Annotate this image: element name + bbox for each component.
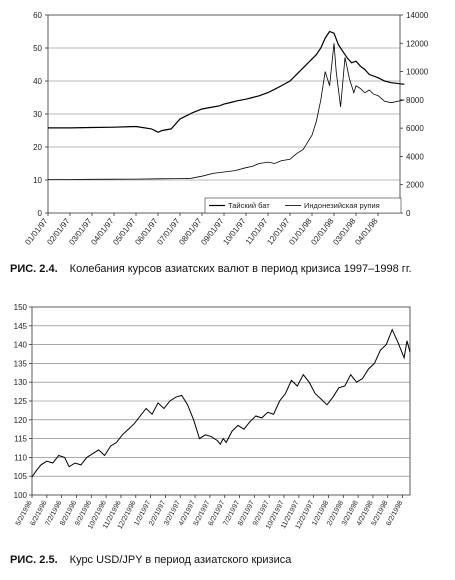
legend-box xyxy=(204,197,402,214)
y-tick-label: 115 xyxy=(14,435,27,444)
series-line-rupiah xyxy=(47,43,405,181)
grid-lines xyxy=(48,47,400,181)
series-group xyxy=(47,30,405,181)
y-right-tick-label: 2000 xyxy=(406,181,424,190)
series-line-usdjpy xyxy=(31,328,411,478)
y-right-tick-label: 12000 xyxy=(406,39,429,48)
legend: Тайский бат Индонезийская рупия xyxy=(204,197,402,214)
x-axis-ticks: 01/01/9702/01/9703/01/9704/01/9705/01/97… xyxy=(23,213,380,247)
figure-caption-text-1: Колебания курсов азиатских валют в перио… xyxy=(69,263,412,275)
y-left-tick-label: 20 xyxy=(33,143,42,152)
y-tick-label: 120 xyxy=(14,416,28,425)
y-right-tick-label: 4000 xyxy=(406,152,424,161)
legend-label-rupiah: Индонезийская рупия xyxy=(304,201,380,210)
y-tick-label: 140 xyxy=(14,341,28,350)
y-left-tick-label: 10 xyxy=(33,176,42,185)
figure-caption-text-2: Курс USD/JPY в период азиатского кризиса xyxy=(69,554,292,566)
chart-asian-currencies: 0 10 20 30 40 50 60 0 2000 4000 6000 8000 10000 1200… xyxy=(23,11,429,247)
legend-label-baht: Тайский бат xyxy=(228,201,270,210)
y-right-tick-label: 10000 xyxy=(406,68,429,77)
y-tick-label: 150 xyxy=(14,303,28,312)
y-tick-label: 145 xyxy=(14,322,28,331)
left-axis-ticks: 0 10 20 30 40 50 60 xyxy=(33,11,48,218)
y-axis-ticks: 100 105 110 115 120 125 130 135 140 145 150 xyxy=(14,303,32,500)
y-right-tick-label: 0 xyxy=(406,209,411,218)
y-left-tick-label: 60 xyxy=(33,11,42,20)
figure-caption-1: РИС. 2.4. Колебания курсов азиатских валю… xyxy=(10,263,412,275)
y-right-tick-label: 14000 xyxy=(406,11,429,20)
chart-usd-jpy: 100 105 110 115 120 125 130 135 140 145 150 5/2/19… xyxy=(14,303,411,530)
y-left-tick-label: 50 xyxy=(33,44,42,53)
y-tick-label: 135 xyxy=(14,359,28,368)
y-right-tick-label: 6000 xyxy=(406,124,424,133)
y-tick-label: 110 xyxy=(14,453,27,462)
figure-number-1: РИС. 2.4. xyxy=(10,263,58,275)
series-group xyxy=(31,328,411,478)
x-axis-ticks: 5/2/19966/2/19967/2/19968/2/19969/2/1996… xyxy=(15,495,404,530)
y-left-tick-label: 0 xyxy=(38,209,43,218)
grid-lines xyxy=(32,325,410,477)
y-tick-label: 100 xyxy=(14,491,28,500)
y-left-tick-label: 40 xyxy=(33,77,42,86)
y-tick-label: 130 xyxy=(14,378,28,387)
x-tick-label: 04/01/98 xyxy=(353,216,380,247)
figure-number-2: РИС. 2.5. xyxy=(10,554,58,566)
y-tick-label: 125 xyxy=(14,397,28,406)
y-right-tick-label: 8000 xyxy=(406,96,424,105)
series-line-baht xyxy=(48,30,405,133)
right-axis-ticks: 0 2000 4000 6000 8000 10000 12000 14000 xyxy=(400,11,429,218)
y-left-tick-label: 30 xyxy=(33,110,42,119)
y-tick-label: 105 xyxy=(14,472,28,481)
figure-caption-2: РИС. 2.5. Курс USD/JPY в период азиатског… xyxy=(10,554,291,566)
